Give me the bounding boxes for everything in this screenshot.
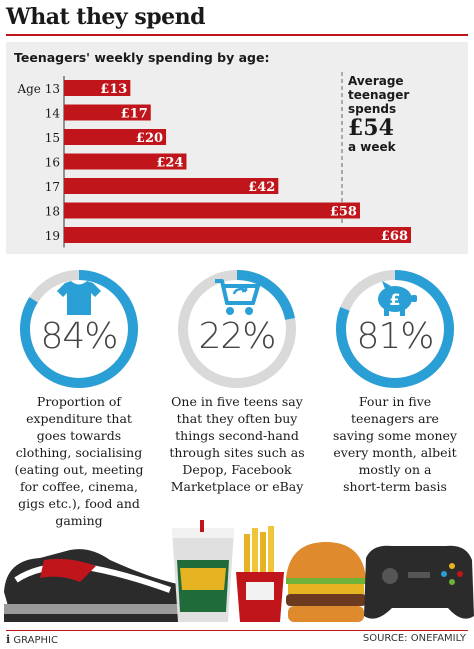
brand-label: i GRAPHIC	[6, 633, 58, 646]
caption-line: Proportion of	[36, 394, 122, 409]
caption-line: things second-hand	[175, 428, 299, 443]
ring-progress	[336, 270, 454, 388]
value-label: £13	[100, 82, 127, 97]
stat-percent: 81%	[356, 316, 434, 357]
value-label: £42	[248, 180, 275, 195]
average-callout: Average teenager spends £54 a week	[348, 74, 460, 154]
category-label: 14	[45, 107, 61, 121]
average-line-3: spends	[348, 102, 397, 116]
piggy-bank-icon: £	[378, 281, 417, 316]
caption-line: saving some money	[332, 428, 457, 443]
ring-chart	[336, 270, 454, 388]
ring-progress	[178, 270, 296, 388]
category-label: 17	[45, 180, 60, 194]
caption-line: gaming	[55, 513, 103, 528]
stat-caption-second-hand: One in five teens say that they often bu…	[167, 393, 307, 495]
caption-line: goes towards	[36, 428, 122, 443]
ring-chart	[20, 270, 138, 388]
stat-caption-clothing: Proportion of expenditure that goes towa…	[9, 393, 149, 529]
svg-text:£: £	[389, 290, 400, 309]
brand-name: GRAPHIC	[13, 635, 58, 646]
stat-ring-clothing: 84%	[16, 266, 142, 392]
ring-progress	[20, 270, 138, 388]
caption-line: expenditure that	[26, 411, 132, 426]
fries-icon	[236, 526, 284, 622]
average-amount: £54	[348, 115, 394, 141]
caption-line: that they often buy	[176, 411, 298, 426]
spending-illustration	[4, 520, 474, 622]
bar	[64, 227, 411, 243]
recycle-cart-icon	[215, 279, 260, 315]
caption-line: through sites such as	[169, 445, 305, 460]
brand-mark: i	[6, 633, 11, 646]
bar	[64, 202, 360, 219]
caption-line: every month, albeit	[333, 445, 457, 460]
stat-caption-saving: Four in five teenagers are saving some m…	[325, 393, 465, 495]
spending-bar-chart: Age 13 £13 14 £17 15 £20 16 £24 17 £42 18 £58 19 £68	[16, 72, 411, 248]
bar	[64, 104, 151, 121]
value-label: £20	[136, 131, 163, 146]
value-label: £68	[381, 229, 408, 244]
bar	[64, 178, 279, 194]
value-label: £58	[330, 205, 357, 220]
bar	[64, 129, 167, 145]
value-label: £17	[121, 107, 148, 122]
caption-line: mostly on a	[358, 462, 432, 477]
sneaker-icon	[4, 549, 188, 622]
caption-line: for coffee, cinema,	[20, 479, 138, 494]
footer-rule	[6, 630, 468, 631]
average-line-2: teenager	[348, 88, 410, 102]
stat-percent: 22%	[198, 316, 276, 357]
caption-line: short-term basis	[343, 479, 447, 494]
stat-ring-saving: £ 81%	[332, 266, 458, 392]
source-label: SOURCE: ONEFAMILY	[362, 633, 466, 644]
value-label: £24	[156, 156, 183, 171]
category-label: 18	[45, 205, 60, 219]
burger-icon	[286, 542, 366, 622]
average-period: a week	[348, 140, 396, 154]
title-rule	[6, 34, 468, 36]
bar	[64, 153, 187, 170]
category-label: Age 13	[16, 82, 60, 96]
category-label: 16	[45, 156, 60, 170]
drink-cup-icon	[172, 520, 234, 622]
average-line-1: Average	[348, 74, 404, 88]
stat-percent: 84%	[40, 316, 118, 357]
caption-line: clothing, socialising	[15, 445, 143, 460]
game-controller-icon	[364, 545, 474, 619]
chart-title: Teenagers' weekly spending by age:	[14, 50, 270, 65]
category-label: 15	[45, 131, 60, 145]
caption-line: One in five teens say	[171, 394, 303, 409]
stat-ring-second-hand: 22%	[174, 266, 300, 392]
caption-line: Marketplace or eBay	[170, 479, 304, 494]
chart-panel	[6, 42, 468, 254]
category-label: 19	[45, 229, 60, 243]
bar	[64, 80, 131, 96]
caption-line: teenagers are	[351, 411, 439, 426]
caption-line: (eating out, meeting	[14, 462, 144, 477]
caption-line: Depop, Facebook	[182, 462, 292, 477]
ring-chart	[178, 270, 296, 388]
caption-line: Four in five	[358, 394, 432, 409]
page-title: What they spend	[6, 4, 206, 30]
caption-line: gigs etc.), food and	[18, 496, 140, 511]
tshirt-icon	[57, 281, 101, 315]
